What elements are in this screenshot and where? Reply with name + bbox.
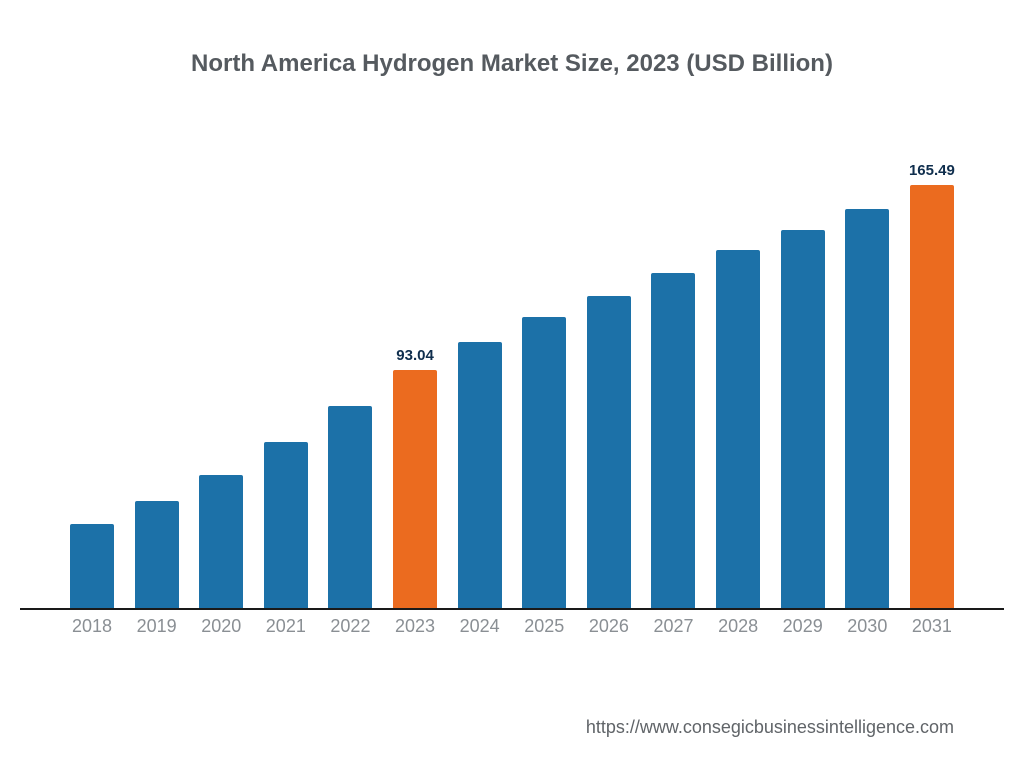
x-tick-2023: 2023 [383,610,447,640]
bar-2023 [393,370,437,608]
x-tick-2026: 2026 [577,610,641,640]
x-tick-2024: 2024 [448,610,512,640]
bar-2022 [328,406,372,608]
x-tick-2031: 2031 [900,610,964,640]
bars-container: 93.04 165.49 [60,148,964,608]
chart-page: North America Hydrogen Market Size, 2023… [0,0,1024,768]
bar-2019 [135,501,179,608]
bar-2018 [70,524,114,608]
x-axis: 2018201920202021202220232024202520262027… [60,610,964,640]
x-tick-2019: 2019 [125,610,189,640]
bar-2031 [910,185,954,608]
bar-slot-2019 [125,501,189,608]
bar-value-label: 93.04 [383,347,447,364]
bar-2025 [522,317,566,608]
x-tick-2029: 2029 [771,610,835,640]
bar-slot-2030 [835,209,899,608]
bar-2026 [587,296,631,608]
bar-2020 [199,475,243,608]
chart-title: North America Hydrogen Market Size, 2023… [0,50,1024,78]
source-url: https://www.consegicbusinessintelligence… [586,717,954,738]
bar-slot-2023: 93.04 [383,347,447,608]
bar-2024 [458,342,502,608]
bar-slot-2022 [318,406,382,608]
x-tick-2025: 2025 [512,610,576,640]
bar-2030 [845,209,889,608]
bar-2021 [264,442,308,608]
x-tick-2022: 2022 [318,610,382,640]
x-tick-2027: 2027 [641,610,705,640]
bar-slot-2031: 165.49 [900,162,964,608]
bar-2029 [781,230,825,608]
x-tick-2021: 2021 [254,610,318,640]
bar-slot-2021 [254,442,318,608]
bar-slot-2027 [641,273,705,608]
chart-area: 93.04 165.49 2018201920202021202220232024… [60,130,964,640]
x-tick-2030: 2030 [835,610,899,640]
bar-slot-2018 [60,524,124,608]
bar-value-label: 165.49 [900,162,964,179]
bar-slot-2025 [512,317,576,608]
bar-slot-2028 [706,250,770,608]
bar-2027 [651,273,695,608]
bar-slot-2020 [189,475,253,608]
x-tick-2018: 2018 [60,610,124,640]
x-tick-2020: 2020 [189,610,253,640]
bar-slot-2024 [448,342,512,608]
bar-2028 [716,250,760,608]
bar-slot-2026 [577,296,641,608]
bar-slot-2029 [771,230,835,608]
x-tick-2028: 2028 [706,610,770,640]
